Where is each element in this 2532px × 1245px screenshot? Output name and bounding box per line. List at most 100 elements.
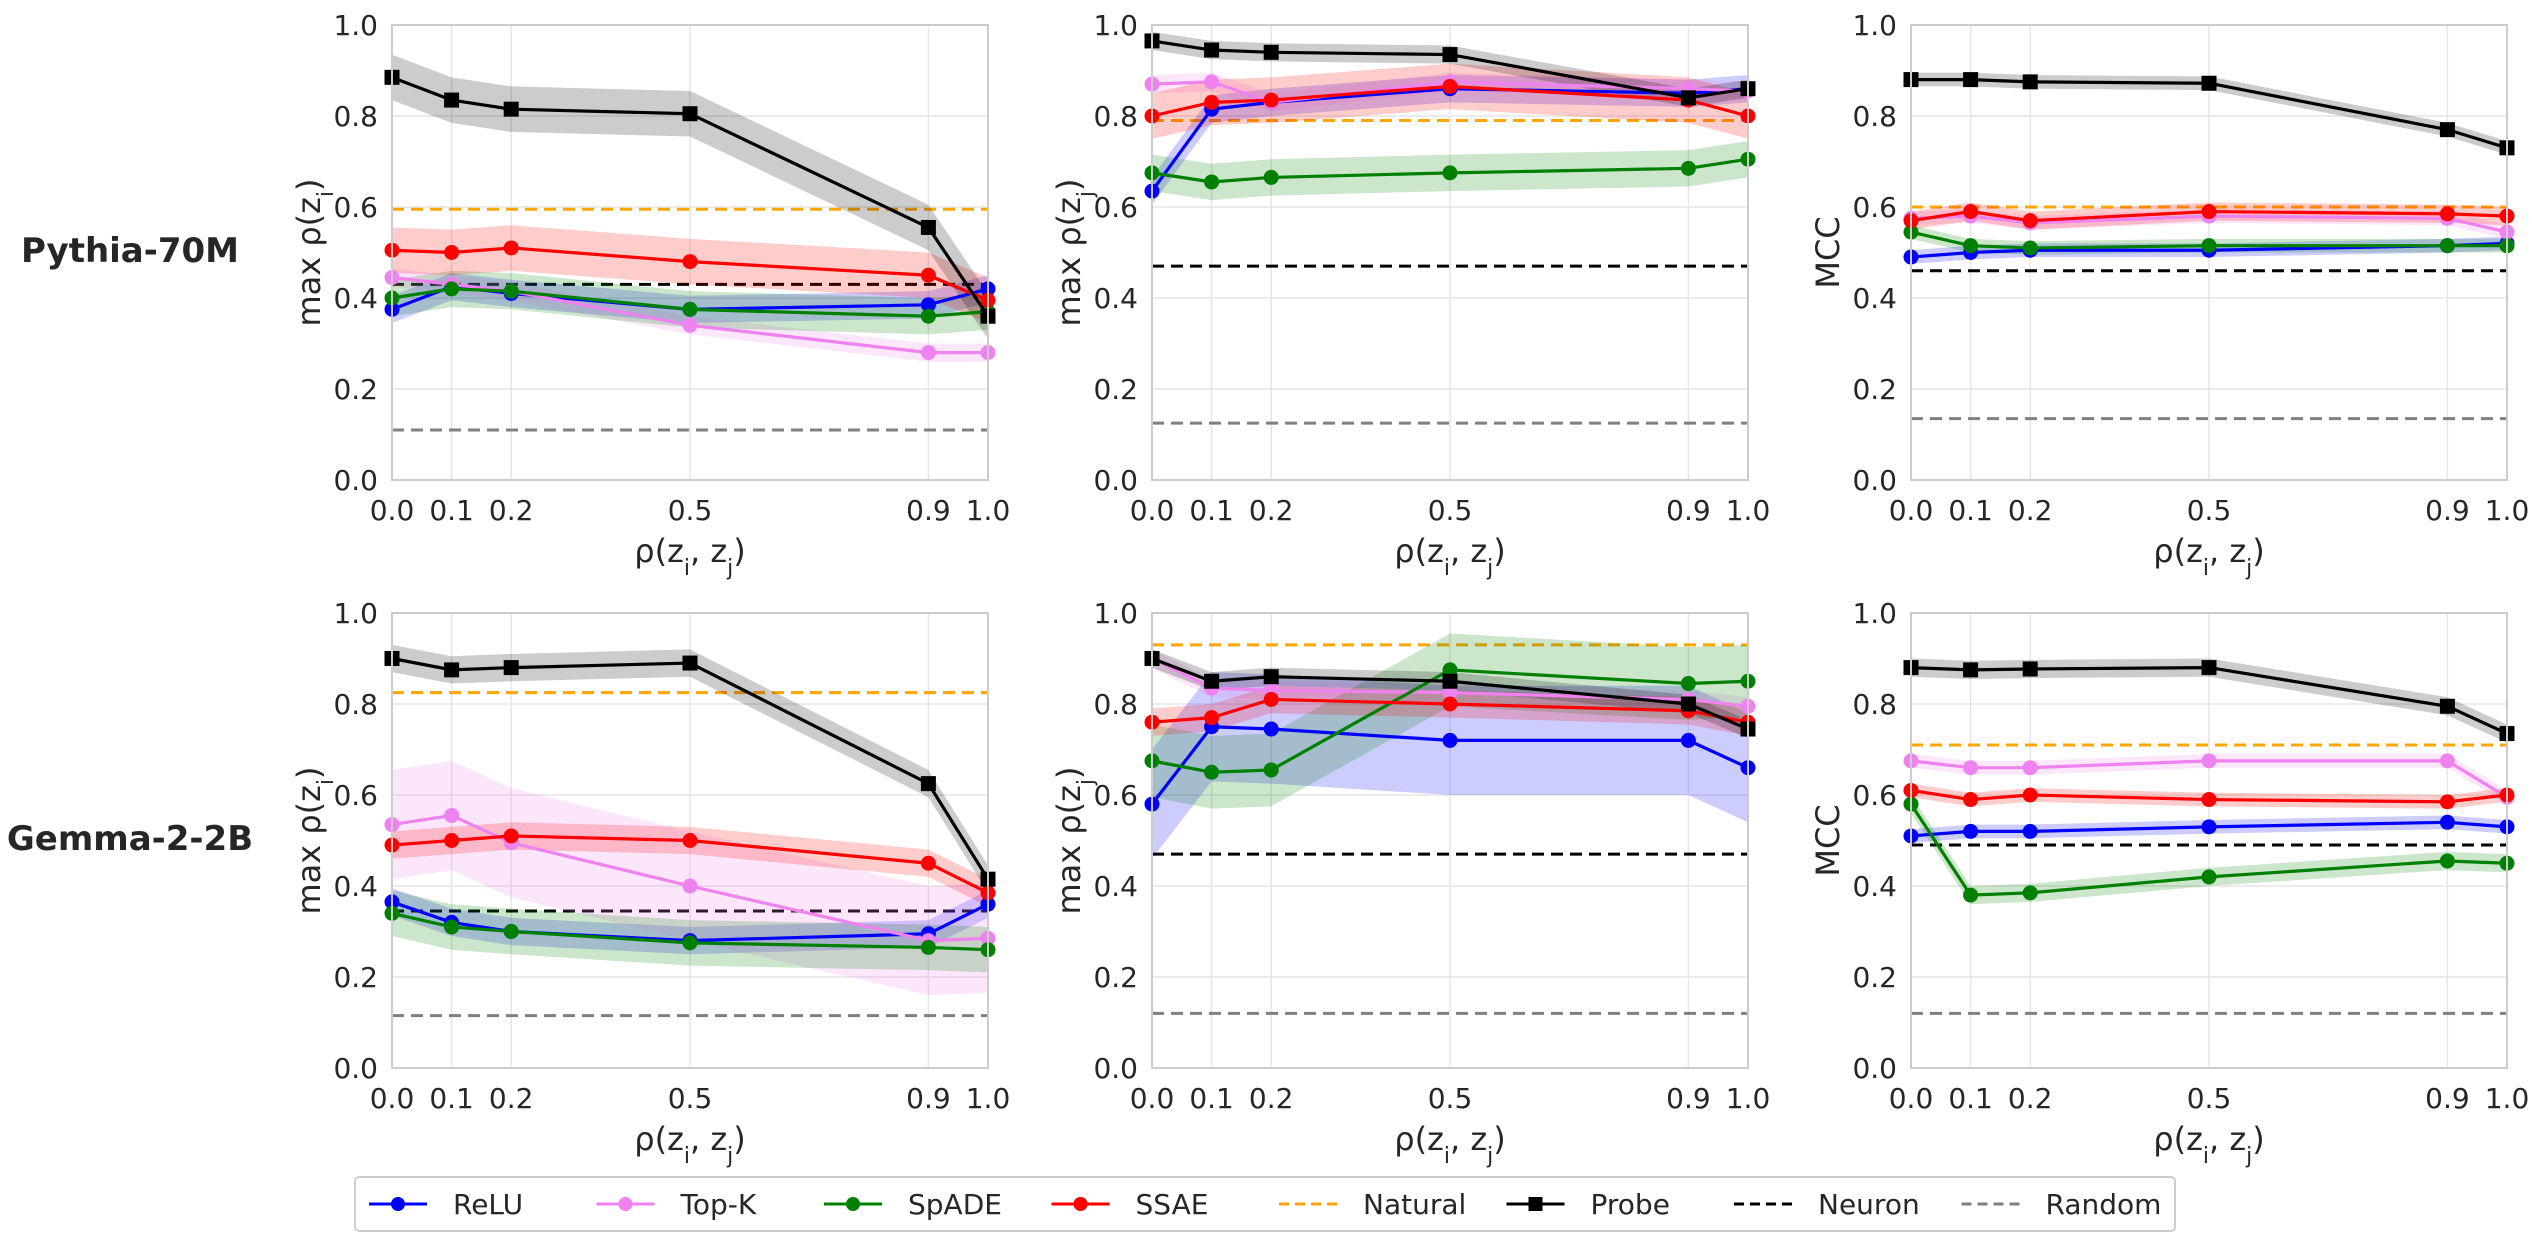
y-tick-label: 0.6 bbox=[333, 191, 378, 224]
point-spade bbox=[2440, 853, 2455, 868]
y-tick-label: 0.8 bbox=[1093, 100, 1138, 133]
point-ssae bbox=[444, 245, 459, 260]
y-axis-label: MCC bbox=[1809, 216, 1847, 288]
y-tick-label: 0.2 bbox=[1093, 373, 1138, 406]
y-tick-label: 0.6 bbox=[1852, 779, 1897, 812]
point-relu bbox=[1963, 824, 1978, 839]
x-tick-label: 0.2 bbox=[1249, 494, 1294, 527]
x-tick-label: 0.9 bbox=[2425, 494, 2470, 527]
x-tick-label: 0.0 bbox=[370, 494, 415, 527]
point-topk bbox=[2202, 753, 2217, 768]
point-spade bbox=[504, 284, 519, 299]
point-ssae bbox=[1204, 95, 1219, 110]
point-topk bbox=[921, 345, 936, 360]
x-tick-label: 0.0 bbox=[1889, 494, 1934, 527]
y-tick-label: 1.0 bbox=[333, 597, 378, 630]
point-spade bbox=[683, 935, 698, 950]
point-topk bbox=[444, 808, 459, 823]
x-tick-label: 0.2 bbox=[2008, 1082, 2053, 1115]
point-relu bbox=[2440, 815, 2455, 830]
point-topk bbox=[2440, 753, 2455, 768]
point-spade bbox=[921, 309, 936, 324]
point-probe bbox=[1681, 90, 1696, 105]
y-tick-label: 1.0 bbox=[1852, 9, 1897, 42]
point-probe bbox=[1681, 697, 1696, 712]
point-topk bbox=[2023, 760, 2038, 775]
x-tick-label: 0.5 bbox=[1428, 494, 1473, 527]
x-axis-label: ρ(zi, zj) bbox=[1394, 1120, 1505, 1169]
x-tick-label: 0.9 bbox=[1666, 1082, 1711, 1115]
x-tick-label: 0.2 bbox=[489, 494, 534, 527]
y-tick-label: 1.0 bbox=[1093, 9, 1138, 42]
point-ssae bbox=[1963, 792, 1978, 807]
point-ssae bbox=[444, 833, 459, 848]
row-label-1: Gemma-2-2B bbox=[7, 819, 253, 859]
y-axis-label: MCC bbox=[1809, 804, 1847, 876]
y-tick-label: 0.4 bbox=[1093, 870, 1138, 903]
point-probe bbox=[921, 220, 936, 235]
point-ssae bbox=[2023, 788, 2038, 803]
x-tick-label: 0.0 bbox=[370, 1082, 415, 1115]
point-probe bbox=[1264, 45, 1279, 60]
point-probe bbox=[1963, 662, 1978, 677]
point-spade bbox=[1963, 888, 1978, 903]
point-relu bbox=[1681, 733, 1696, 748]
panel-0-1: 0.00.20.40.60.81.00.0 0.1 0.2 0.5 0.9 1.0ρ(zi… bbox=[1050, 9, 1770, 581]
point-ssae bbox=[1443, 697, 1458, 712]
panel-0-0: 0.0 0.2 0.4 0.6 0.8 1.0 0.0 0.1 0.2 0.5 0.9 1.0 ρ(zi… bbox=[290, 9, 1010, 581]
point-spade bbox=[444, 281, 459, 296]
point-probe bbox=[1264, 669, 1279, 684]
y-tick-label: 0.4 bbox=[333, 282, 378, 315]
point-ssae bbox=[921, 856, 936, 871]
x-tick-label: 1.0 bbox=[1726, 494, 1771, 527]
point-spade bbox=[2023, 240, 2038, 255]
point-probe bbox=[1443, 47, 1458, 62]
point-spade bbox=[2202, 238, 2217, 253]
x-tick-label: 0.2 bbox=[2008, 494, 2053, 527]
panel-1-2: 0.00.20.40.60.81.00.0 0.1 0.2 0.5 0.9 1.0ρ(zi… bbox=[1809, 597, 2529, 1169]
x-tick-label: 0.1 bbox=[1948, 1082, 1993, 1115]
y-tick-label: 0.4 bbox=[1852, 282, 1897, 315]
point-ssae bbox=[2202, 792, 2217, 807]
legend-label: SpADE bbox=[908, 1188, 1002, 1221]
y-tick-label: 0.8 bbox=[333, 100, 378, 133]
point-probe bbox=[444, 662, 459, 677]
y-axis-label: max ρ(zi) bbox=[290, 766, 339, 914]
point-probe bbox=[2202, 76, 2217, 91]
point-relu bbox=[2202, 819, 2217, 834]
y-tick-label: 1.0 bbox=[1093, 597, 1138, 630]
legend-marker bbox=[619, 1197, 633, 1211]
y-tick-label: 0.6 bbox=[333, 779, 378, 812]
y-tick-label: 1.0 bbox=[1852, 597, 1897, 630]
x-tick-label: 0.1 bbox=[1189, 494, 1234, 527]
point-probe bbox=[1963, 72, 1978, 87]
x-tick-label: 0.5 bbox=[1428, 1082, 1473, 1115]
point-probe bbox=[2440, 699, 2455, 714]
x-tick-label: 1.0 bbox=[2485, 494, 2530, 527]
y-tick-label: 0.6 bbox=[1093, 191, 1138, 224]
legend-label: ReLU bbox=[453, 1188, 523, 1221]
x-tick-label: 0.2 bbox=[489, 1082, 534, 1115]
point-ssae bbox=[921, 268, 936, 283]
x-axis-label: ρ(zi, zj) bbox=[634, 1120, 745, 1169]
point-spade bbox=[1681, 676, 1696, 691]
panel-1-0: 0.00.20.40.60.81.00.0 0.1 0.2 0.5 0.9 1.0ρ(zi… bbox=[290, 597, 1010, 1169]
legend-label: Neuron bbox=[1818, 1188, 1920, 1221]
point-spade bbox=[1264, 762, 1279, 777]
point-probe bbox=[444, 93, 459, 108]
point-ssae bbox=[2440, 206, 2455, 221]
y-axis-label: max ρ(zj) bbox=[1050, 178, 1099, 326]
point-spade bbox=[2440, 238, 2455, 253]
point-probe bbox=[504, 660, 519, 675]
x-tick-label: 0.9 bbox=[1666, 494, 1711, 527]
x-tick-label: 0.1 bbox=[429, 1082, 474, 1115]
x-axis-label: ρ(zi, zj) bbox=[1394, 532, 1505, 581]
legend-marker bbox=[846, 1197, 860, 1211]
point-spade bbox=[1681, 161, 1696, 176]
point-spade bbox=[1963, 238, 1978, 253]
point-topk bbox=[1204, 74, 1219, 89]
y-tick-label: 0.6 bbox=[1852, 191, 1897, 224]
x-tick-label: 0.5 bbox=[2187, 1082, 2232, 1115]
panel-0-2: 0.0 0.2 0.4 0.6 0.8 1.0 0.0 0.1 0.2 0.5 0.9 1.0 ρ(zi… bbox=[1809, 9, 2529, 581]
point-probe bbox=[683, 106, 698, 121]
